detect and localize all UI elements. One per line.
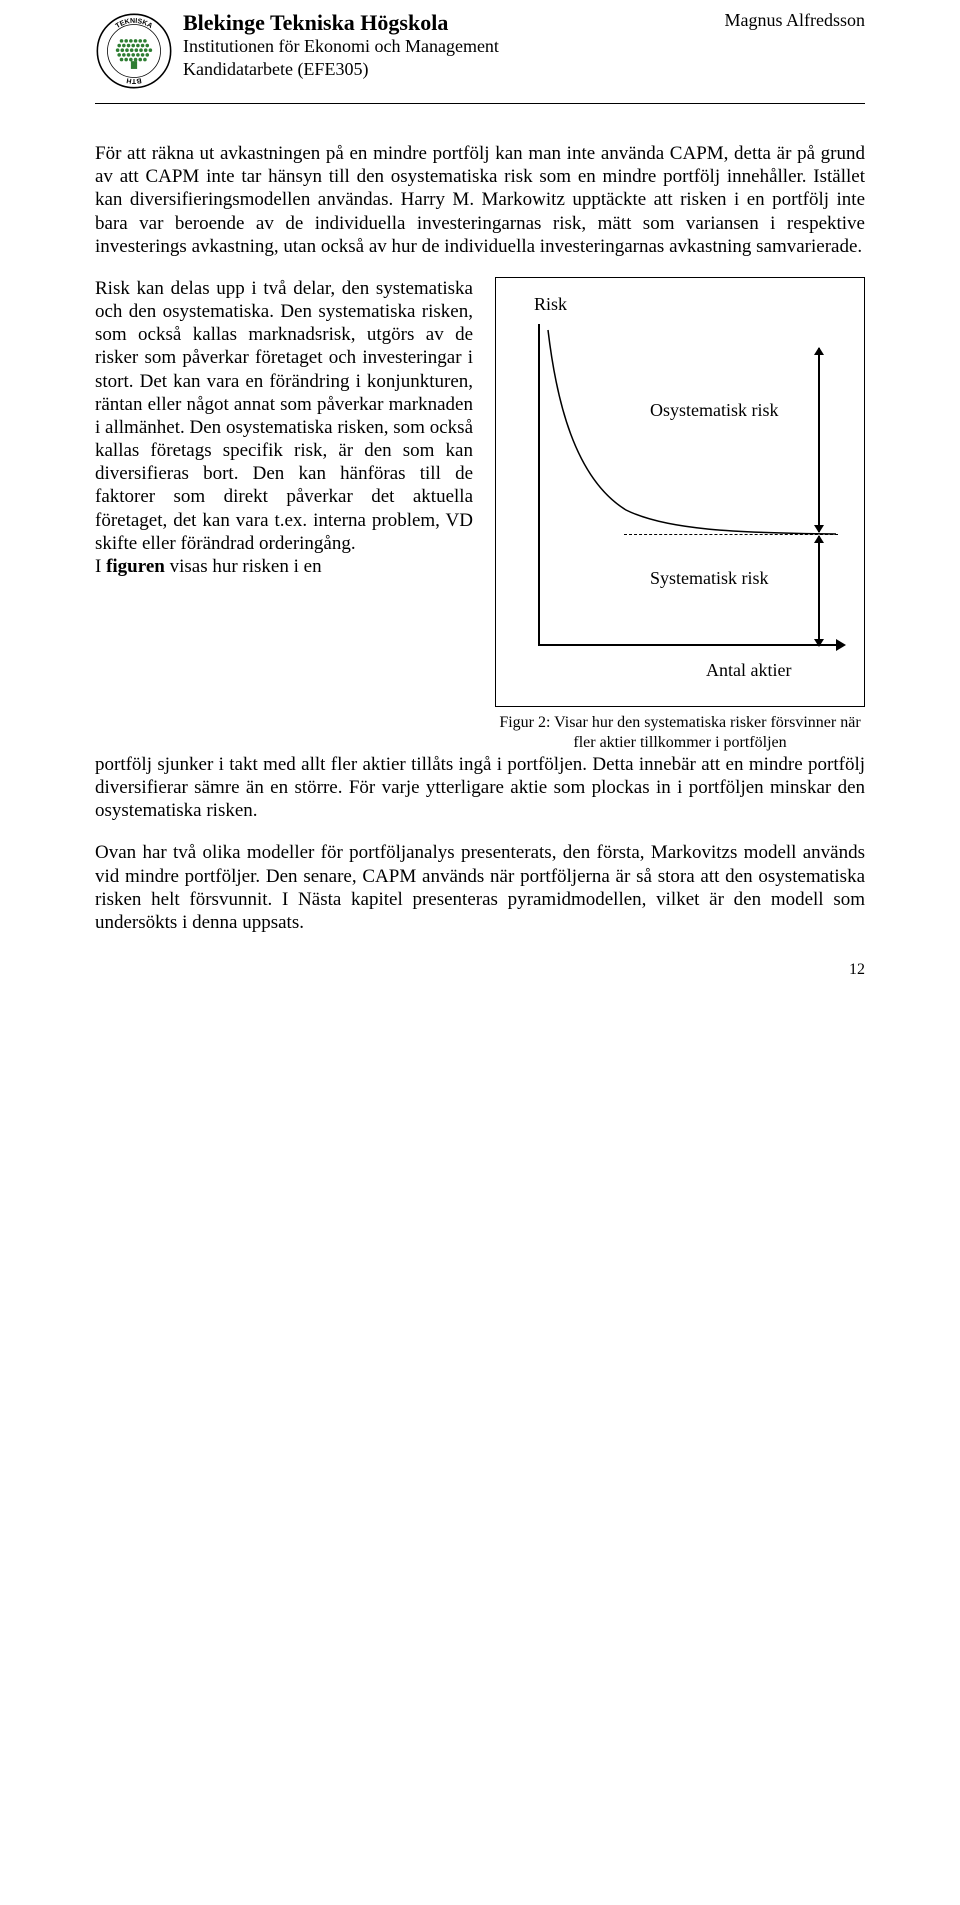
- double-arrow-osys-icon: [818, 348, 820, 532]
- plateau-line: [624, 534, 838, 535]
- paragraph-4: Ovan har två olika modeller för portfölj…: [95, 841, 865, 934]
- paragraph-2-tail: I figuren visas hur risken i en: [95, 555, 473, 578]
- p2-tail-rest: visas hur risken i en: [165, 556, 322, 577]
- p2-tail-prefix: I: [95, 556, 106, 577]
- figure-x-label: Antal aktier: [706, 660, 791, 682]
- figure-caption: Figur 2: Visar hur den systematiska risk…: [495, 713, 865, 753]
- paragraph-1: För att räkna ut avkastningen på en mind…: [95, 142, 865, 258]
- paragraph-2-left: Risk kan delas upp i två delar, den syst…: [95, 277, 473, 555]
- document-body: För att räkna ut avkastningen på en mind…: [95, 142, 865, 934]
- label-unsystematic-risk: Osystematisk risk: [650, 400, 779, 422]
- svg-text:BTH: BTH: [126, 76, 142, 84]
- department-name: Institutionen för Ekonomi och Management: [183, 35, 725, 58]
- institution-logo: TEKNISKA BTH: [95, 10, 177, 95]
- paragraph-3: portfölj sjunker i takt med allt fler ak…: [95, 753, 865, 823]
- risk-curve: [496, 278, 866, 708]
- p2-tail-bold: figuren: [106, 556, 165, 577]
- logo-text-bottom: BTH: [126, 76, 142, 84]
- page-number: 12: [849, 961, 865, 979]
- risk-figure: Risk Osystematisk risk Systematisk risk …: [495, 277, 865, 707]
- double-arrow-sys-icon: [818, 536, 820, 646]
- page-header: TEKNISKA BTH Blekinge Tekniska Högskola …: [95, 10, 865, 104]
- institution-name: Blekinge Tekniska Högskola: [183, 10, 725, 35]
- course-code: Kandidatarbete (EFE305): [183, 58, 725, 81]
- label-systematic-risk: Systematisk risk: [650, 568, 769, 590]
- author-name: Magnus Alfredsson: [725, 10, 866, 31]
